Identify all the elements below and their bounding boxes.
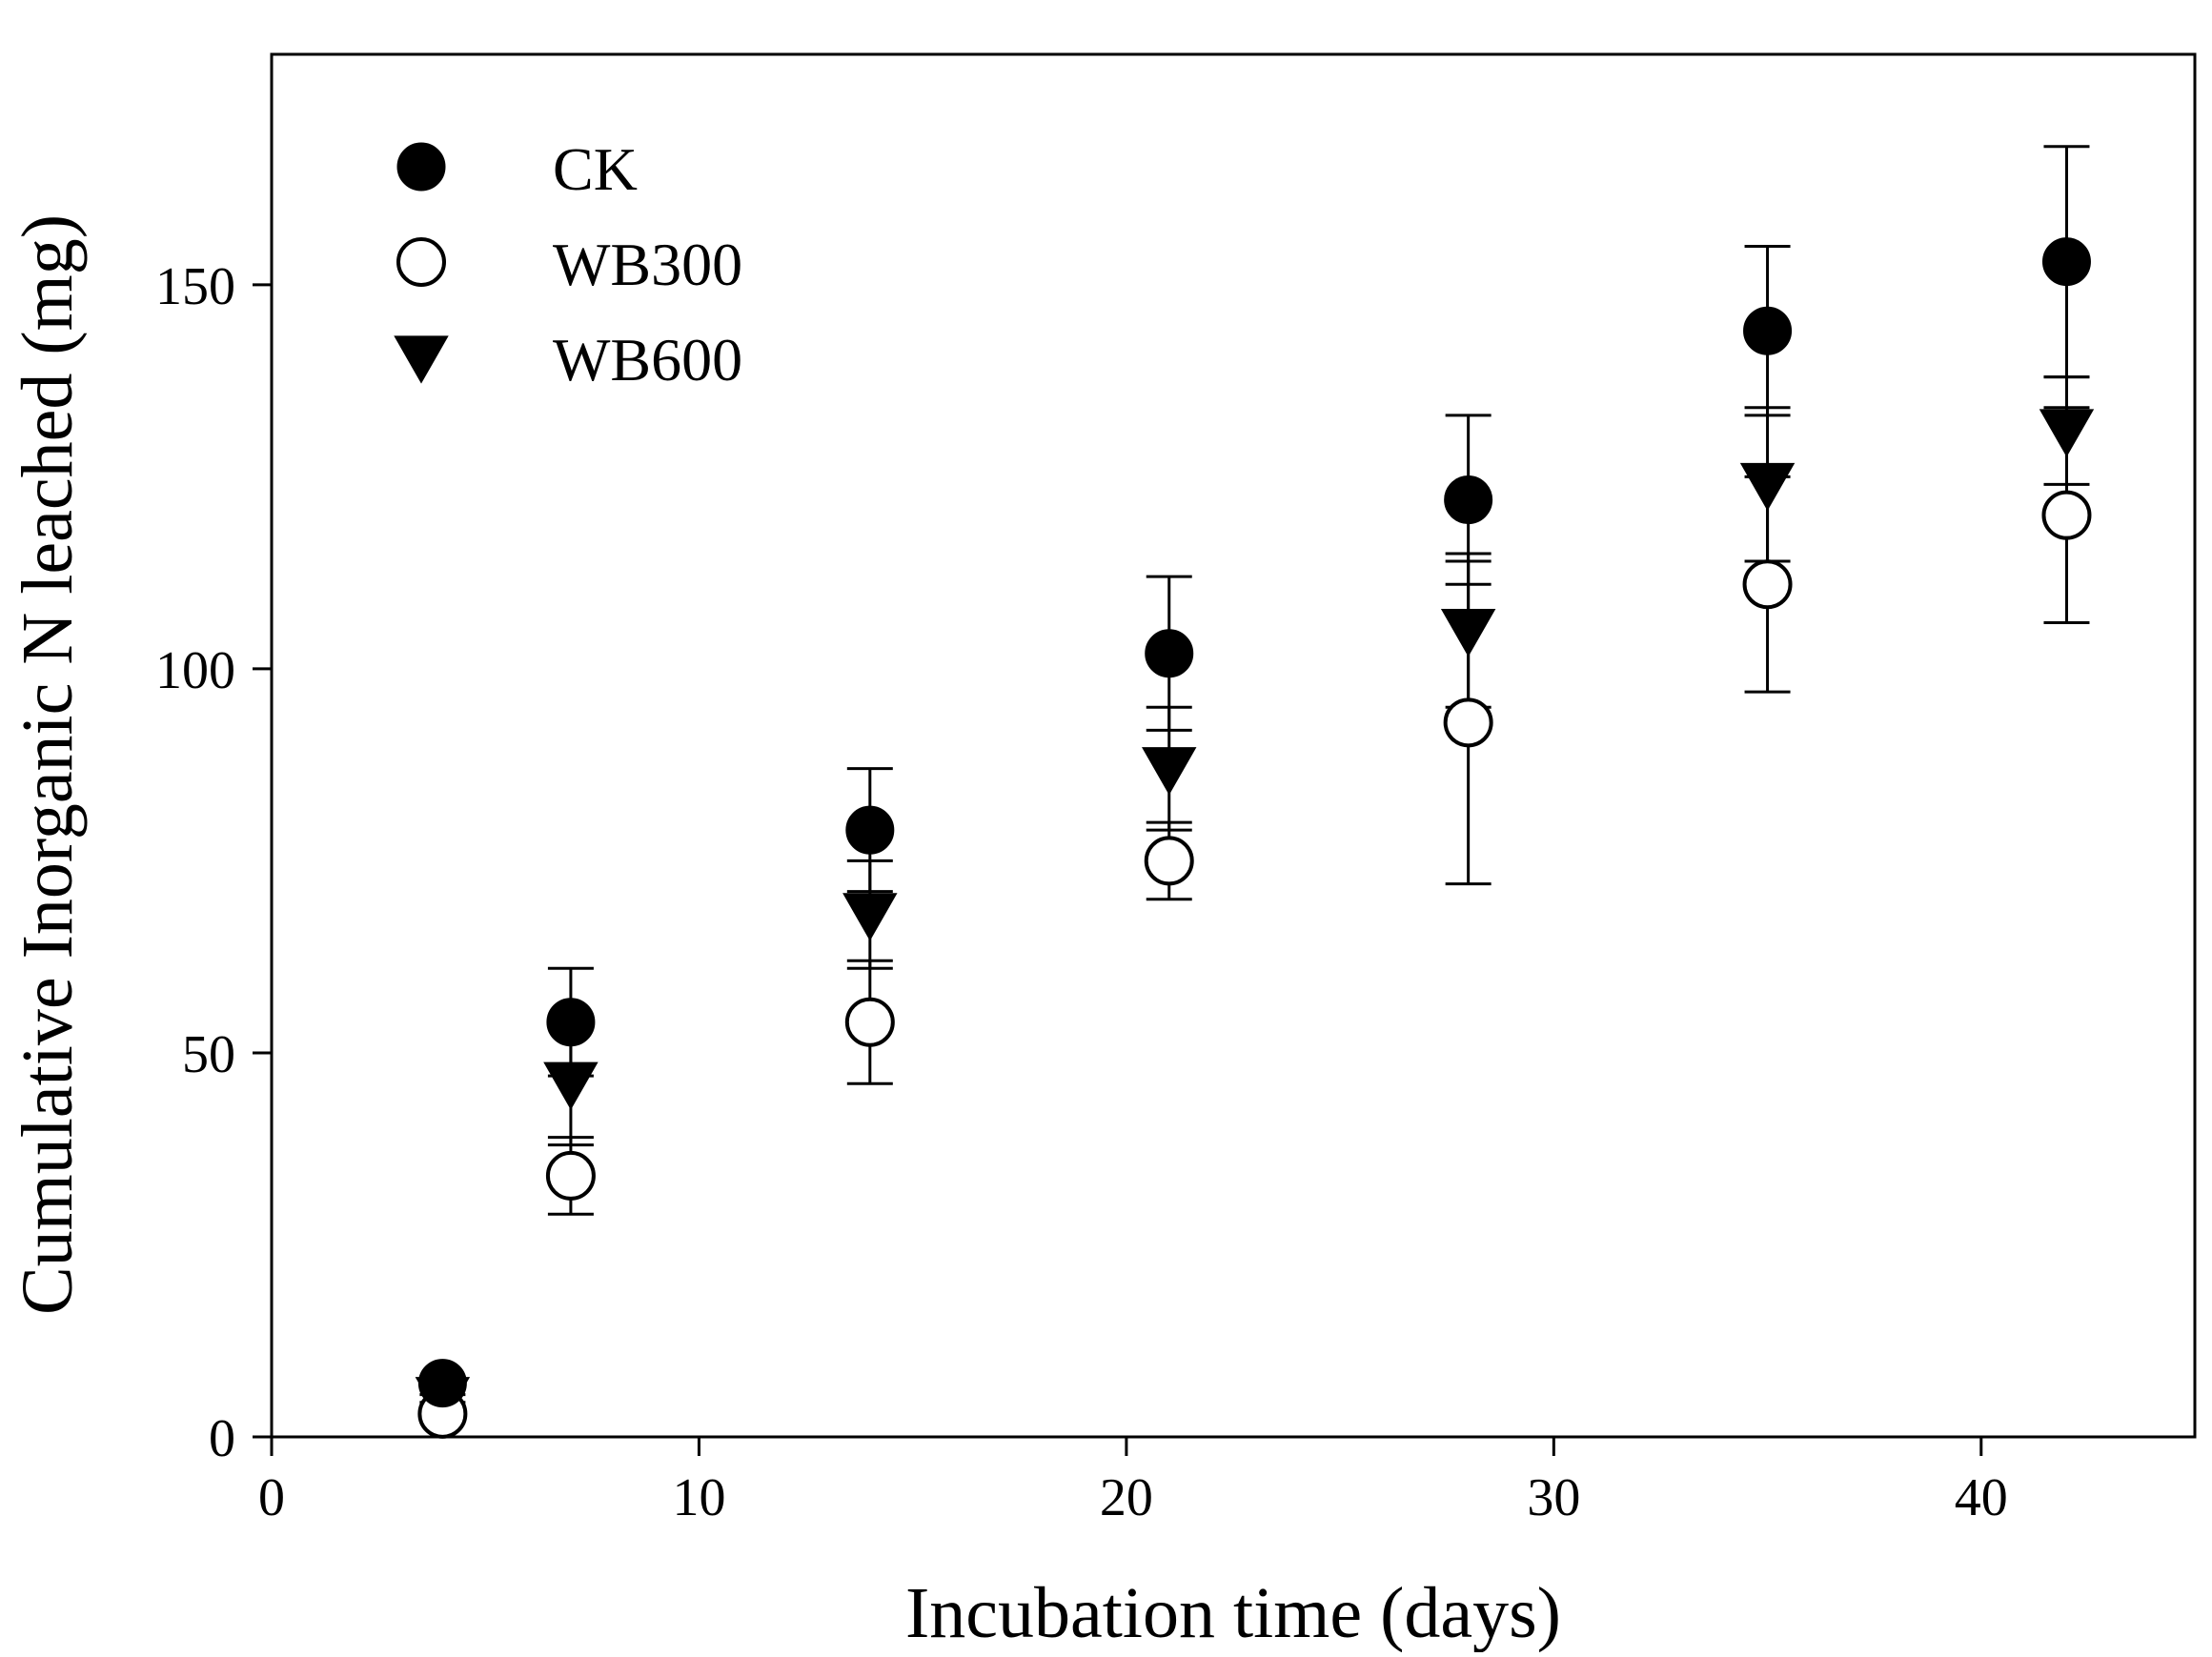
data-point bbox=[1440, 608, 1496, 657]
plot-frame bbox=[270, 52, 2197, 1439]
y-axis: 0 50 100 150 bbox=[155, 257, 272, 1468]
data-point bbox=[1144, 836, 1194, 886]
data-point bbox=[543, 1061, 599, 1110]
data-point bbox=[1142, 747, 1197, 796]
y-axis-title: Cumulative Inorganic N leached (mg) bbox=[8, 214, 88, 1315]
data-points bbox=[415, 237, 2095, 1439]
legend-marker bbox=[396, 142, 446, 192]
data-point bbox=[1743, 306, 1793, 355]
data-point bbox=[844, 997, 895, 1047]
y-tick-label: 50 bbox=[182, 1025, 235, 1084]
legend-marker bbox=[394, 335, 449, 384]
data-point bbox=[546, 998, 596, 1047]
legend-label: CK bbox=[553, 135, 638, 203]
data-point bbox=[1444, 475, 1493, 525]
x-tick-label: 20 bbox=[1100, 1468, 1153, 1527]
x-tick-label: 30 bbox=[1527, 1468, 1580, 1527]
legend-marker bbox=[396, 237, 446, 287]
x-tick-label: 40 bbox=[1955, 1468, 2008, 1527]
y-tick-label: 0 bbox=[209, 1409, 235, 1468]
data-point bbox=[1742, 559, 1793, 610]
x-axis: 0 10 20 30 40 bbox=[258, 1437, 2008, 1527]
x-tick-label: 10 bbox=[672, 1468, 725, 1527]
data-point bbox=[845, 805, 895, 855]
data-point bbox=[1443, 697, 1493, 748]
data-point bbox=[545, 1150, 596, 1201]
legend: CK WB300 WB600 bbox=[394, 135, 742, 394]
x-axis-title: Incubation time (days) bbox=[905, 1573, 1561, 1652]
legend-label: WB600 bbox=[553, 326, 742, 394]
data-point bbox=[2039, 409, 2095, 457]
data-point bbox=[1739, 462, 1796, 512]
y-tick-label: 150 bbox=[155, 257, 235, 316]
data-point bbox=[2041, 237, 2091, 287]
data-point bbox=[1145, 629, 1194, 678]
data-point bbox=[842, 893, 898, 941]
legend-label: WB300 bbox=[553, 231, 742, 298]
y-tick-label: 100 bbox=[155, 641, 235, 700]
data-point bbox=[417, 1359, 467, 1408]
data-point bbox=[2041, 490, 2092, 540]
x-tick-label: 0 bbox=[258, 1468, 285, 1527]
